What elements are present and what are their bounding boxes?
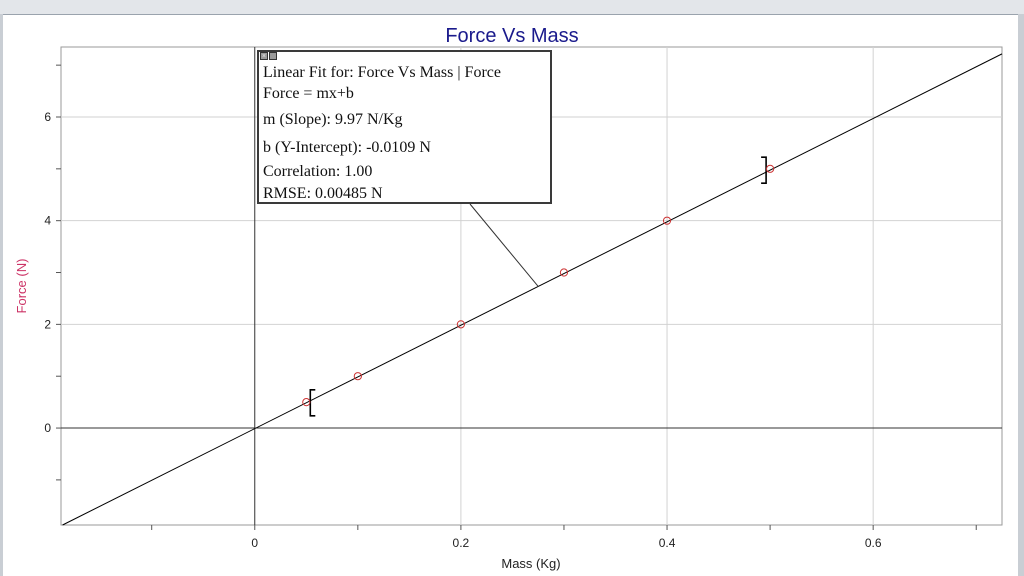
linear-fit-annotation-box[interactable]: × Linear Fit for: Force Vs Mass | Force … [257, 50, 552, 204]
y-axis-label[interactable]: Force (N) [14, 259, 29, 314]
linear-fit-line [62, 53, 1003, 526]
tick-labels: 0 0.2 0.4 0.6 0 2 4 6 [44, 110, 882, 550]
close-icon[interactable]: × [260, 52, 268, 60]
fit-correlation-line: Correlation: 1.00 [263, 163, 373, 180]
fit-title-line: Linear Fit for: Force Vs Mass | Force [263, 64, 501, 81]
chart-title: Force Vs Mass [445, 25, 578, 47]
y-tick-label: 0 [44, 421, 51, 435]
axes [61, 47, 1002, 525]
fit-rmse-line: RMSE: 0.00485 N [263, 185, 383, 202]
window-right-edge [1018, 14, 1024, 576]
window-top-strip [0, 0, 1024, 15]
x-axis-label[interactable]: Mass (Kg) [501, 556, 560, 571]
fit-intercept-line: b (Y-Intercept): -0.0109 N [263, 139, 431, 156]
data-point[interactable] [456, 320, 465, 329]
data-point[interactable] [765, 164, 775, 173]
data-point[interactable] [662, 216, 672, 225]
tick-marks [56, 64, 977, 530]
x-tick-label: 0.4 [659, 536, 676, 550]
y-tick-label: 4 [44, 214, 51, 228]
x-tick-label: 0.2 [453, 536, 470, 550]
window-left-edge [0, 14, 3, 576]
fit-equation-line: Force = mx+b [263, 85, 354, 102]
fit-annotation-pointer [469, 203, 539, 287]
data-point[interactable] [559, 268, 569, 277]
fit-range-end-bracket[interactable] [761, 156, 767, 184]
options-icon[interactable] [269, 52, 277, 60]
fit-slope-line: m (Slope): 9.97 N/Kg [263, 111, 403, 128]
data-point[interactable] [353, 372, 362, 381]
data-points[interactable] [302, 164, 775, 407]
data-point[interactable] [302, 398, 311, 407]
y-tick-label: 6 [44, 110, 51, 124]
y-tick-label: 2 [44, 317, 51, 331]
x-tick-label: 0 [251, 536, 258, 550]
fit-box-controls: × [260, 52, 278, 61]
x-tick-label: 0.6 [865, 536, 882, 550]
